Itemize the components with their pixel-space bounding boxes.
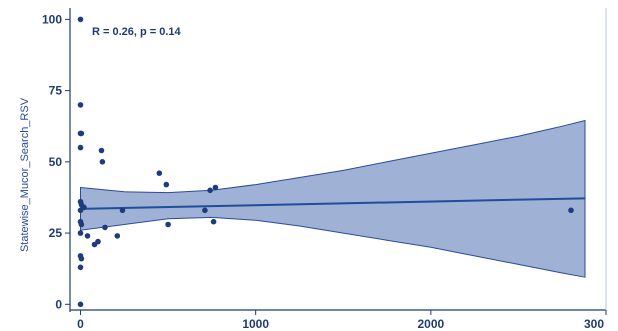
y-axis-label: Statewise_Mucor_Search_RSV [19, 97, 31, 252]
data-point [78, 208, 84, 214]
data-point [207, 188, 213, 194]
data-point [79, 222, 85, 228]
data-point [79, 131, 85, 137]
data-point [120, 208, 126, 214]
y-tick-label: 75 [49, 84, 63, 98]
x-tick-label: 0 [77, 317, 84, 331]
data-point [78, 17, 84, 23]
confidence-band [81, 121, 586, 278]
data-point [78, 265, 84, 271]
data-point [213, 185, 219, 191]
data-point [100, 159, 106, 165]
data-point [115, 233, 121, 239]
data-point [78, 102, 84, 108]
data-point [164, 182, 170, 188]
x-tick-label: 300 [584, 317, 604, 331]
data-point [78, 145, 84, 151]
data-point [157, 170, 163, 176]
y-tick-label: 50 [49, 155, 63, 169]
data-point [568, 208, 574, 214]
data-point [99, 148, 105, 154]
correlation-annotation: R = 0.26, p = 0.14 [92, 26, 182, 38]
data-point [78, 230, 84, 236]
data-point [78, 302, 84, 308]
data-point [95, 239, 101, 245]
data-point [102, 225, 108, 231]
data-point [202, 208, 208, 214]
x-tick-label: 2000 [417, 317, 444, 331]
y-tick-label: 100 [42, 12, 62, 26]
y-tick-label: 0 [55, 297, 62, 311]
y-tick-label: 25 [49, 226, 63, 240]
data-point [211, 219, 217, 225]
data-point [165, 222, 171, 228]
data-point [79, 256, 85, 262]
x-tick-label: 1000 [242, 317, 269, 331]
data-point [85, 233, 91, 239]
confidence-band-layer [81, 121, 586, 278]
